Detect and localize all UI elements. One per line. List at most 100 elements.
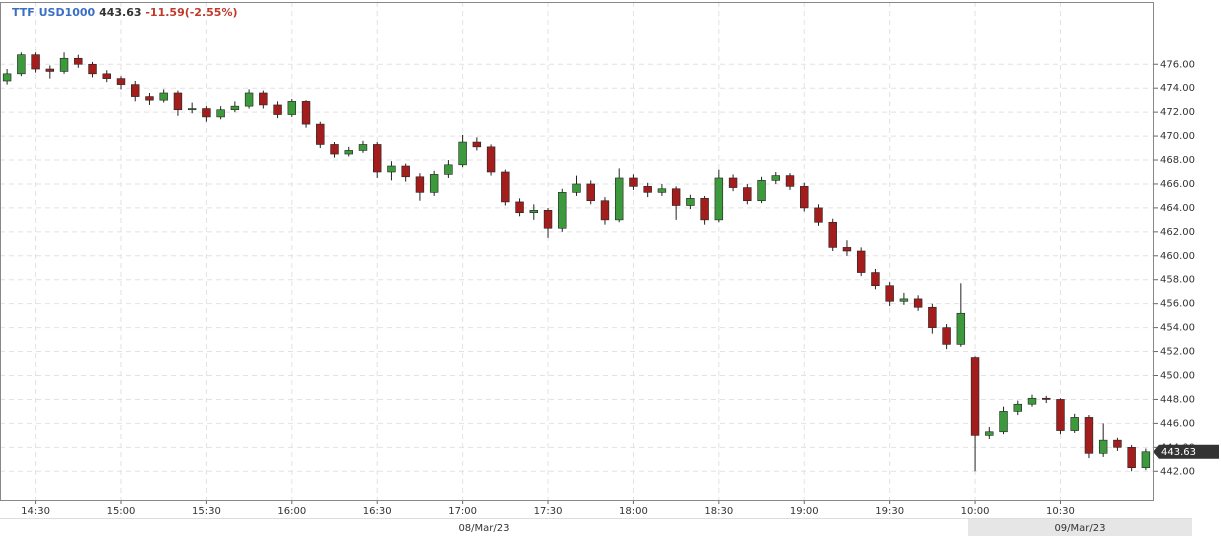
candle-body xyxy=(401,165,410,178)
candle-body xyxy=(1141,451,1151,468)
x-tick-label: 18:30 xyxy=(704,506,733,517)
price-change: -11.59(-2.55%) xyxy=(145,6,237,19)
y-tick-label: 450.00 xyxy=(1160,371,1195,382)
candle-body xyxy=(814,207,823,223)
candle-body xyxy=(785,175,795,187)
session-label: 09/Mar/23 xyxy=(1054,523,1105,534)
candle-body xyxy=(999,411,1008,433)
candle-body xyxy=(501,171,510,203)
candle-body xyxy=(899,298,909,302)
candle-body xyxy=(572,183,581,193)
candle-body xyxy=(273,104,282,115)
y-tick-label: 452.00 xyxy=(1160,347,1195,358)
candle-body xyxy=(358,144,368,151)
candle-body xyxy=(856,250,866,273)
y-tick-label: 472.00 xyxy=(1160,107,1195,118)
candle-body xyxy=(956,312,966,345)
y-tick-label: 454.00 xyxy=(1160,323,1195,334)
candle-body xyxy=(800,186,809,209)
x-tick-label: 19:30 xyxy=(875,506,904,517)
candle-body xyxy=(472,141,482,148)
candle-body xyxy=(1113,439,1122,448)
candle-body xyxy=(828,221,837,248)
candle-body xyxy=(600,200,610,221)
last-price: 443.63 xyxy=(99,6,141,19)
y-tick-label: 448.00 xyxy=(1160,394,1195,405)
candle-body xyxy=(116,78,126,85)
candle-body xyxy=(757,180,766,202)
candle-body xyxy=(187,108,197,111)
y-tick-label: 464.00 xyxy=(1160,203,1195,214)
y-tick-label: 458.00 xyxy=(1160,275,1195,286)
candle-body xyxy=(970,357,980,436)
candle-body xyxy=(671,188,681,206)
candle-body xyxy=(230,105,240,111)
candle-body xyxy=(913,298,923,308)
header: TTF USD1000 443.63 -11.59(-2.55%) xyxy=(12,6,238,19)
candle-body xyxy=(700,198,709,221)
candle-body xyxy=(743,187,752,202)
y-tick-label: 474.00 xyxy=(1160,83,1195,94)
candle-body xyxy=(458,141,467,166)
candle-body xyxy=(373,144,382,173)
candle-body xyxy=(31,54,40,70)
candle-body xyxy=(202,108,211,118)
candle-body xyxy=(1127,447,1136,468)
axis-layer: 08/Mar/2309/Mar/23442.00444.00446.00448.… xyxy=(21,59,1219,534)
y-tick-label: 466.00 xyxy=(1160,179,1195,190)
candle-body xyxy=(145,96,154,101)
candle-body xyxy=(316,123,325,145)
candle-body xyxy=(515,201,524,213)
y-tick-label: 446.00 xyxy=(1160,418,1195,429)
candle-body xyxy=(287,101,297,115)
candle-body xyxy=(728,177,738,188)
x-tick-label: 10:30 xyxy=(1046,506,1075,517)
candle-body xyxy=(244,92,254,107)
candle-body xyxy=(686,198,695,206)
candle-body xyxy=(985,431,994,436)
x-tick-label: 15:00 xyxy=(107,506,136,517)
candle-body xyxy=(928,306,937,328)
candle-body xyxy=(1056,399,1065,431)
y-tick-label: 460.00 xyxy=(1160,251,1195,262)
candle-body xyxy=(159,92,168,101)
candle-body xyxy=(942,327,951,345)
candle-body xyxy=(259,92,268,106)
candle-body xyxy=(885,285,894,302)
y-tick-label: 476.00 xyxy=(1160,59,1195,70)
x-tick-label: 10:00 xyxy=(961,506,990,517)
candle-body xyxy=(344,150,353,155)
y-tick-label: 442.00 xyxy=(1160,466,1195,477)
candle-body xyxy=(17,54,26,75)
x-tick-label: 18:00 xyxy=(619,506,648,517)
candle-body xyxy=(216,109,225,118)
candle-body xyxy=(586,183,595,202)
candle-body xyxy=(486,146,496,173)
candle-body xyxy=(429,174,439,193)
x-tick-label: 16:00 xyxy=(277,506,306,517)
candle-body xyxy=(173,92,183,111)
y-tick-label: 462.00 xyxy=(1160,227,1195,238)
x-tick-label: 17:30 xyxy=(534,506,563,517)
candle-body xyxy=(88,63,97,75)
y-tick-label: 468.00 xyxy=(1160,155,1195,166)
candle-body xyxy=(444,164,453,175)
last-price-label: 443.63 xyxy=(1161,447,1196,458)
candle-body xyxy=(543,209,553,229)
y-tick-label: 470.00 xyxy=(1160,131,1195,142)
candle-body xyxy=(387,165,396,173)
candle-body xyxy=(415,176,425,193)
candle-body xyxy=(330,144,339,155)
candle-body xyxy=(614,177,624,221)
candle-body xyxy=(558,192,567,229)
x-tick-label: 15:30 xyxy=(192,506,221,517)
candle-body xyxy=(102,73,111,79)
x-tick-label: 17:00 xyxy=(448,506,477,517)
plot-frame xyxy=(0,2,1154,501)
x-tick-label: 16:30 xyxy=(363,506,392,517)
session-band xyxy=(967,519,1192,536)
session-shade-layer xyxy=(0,518,1192,536)
candle-body xyxy=(714,177,724,221)
session-label: 08/Mar/23 xyxy=(458,523,509,534)
